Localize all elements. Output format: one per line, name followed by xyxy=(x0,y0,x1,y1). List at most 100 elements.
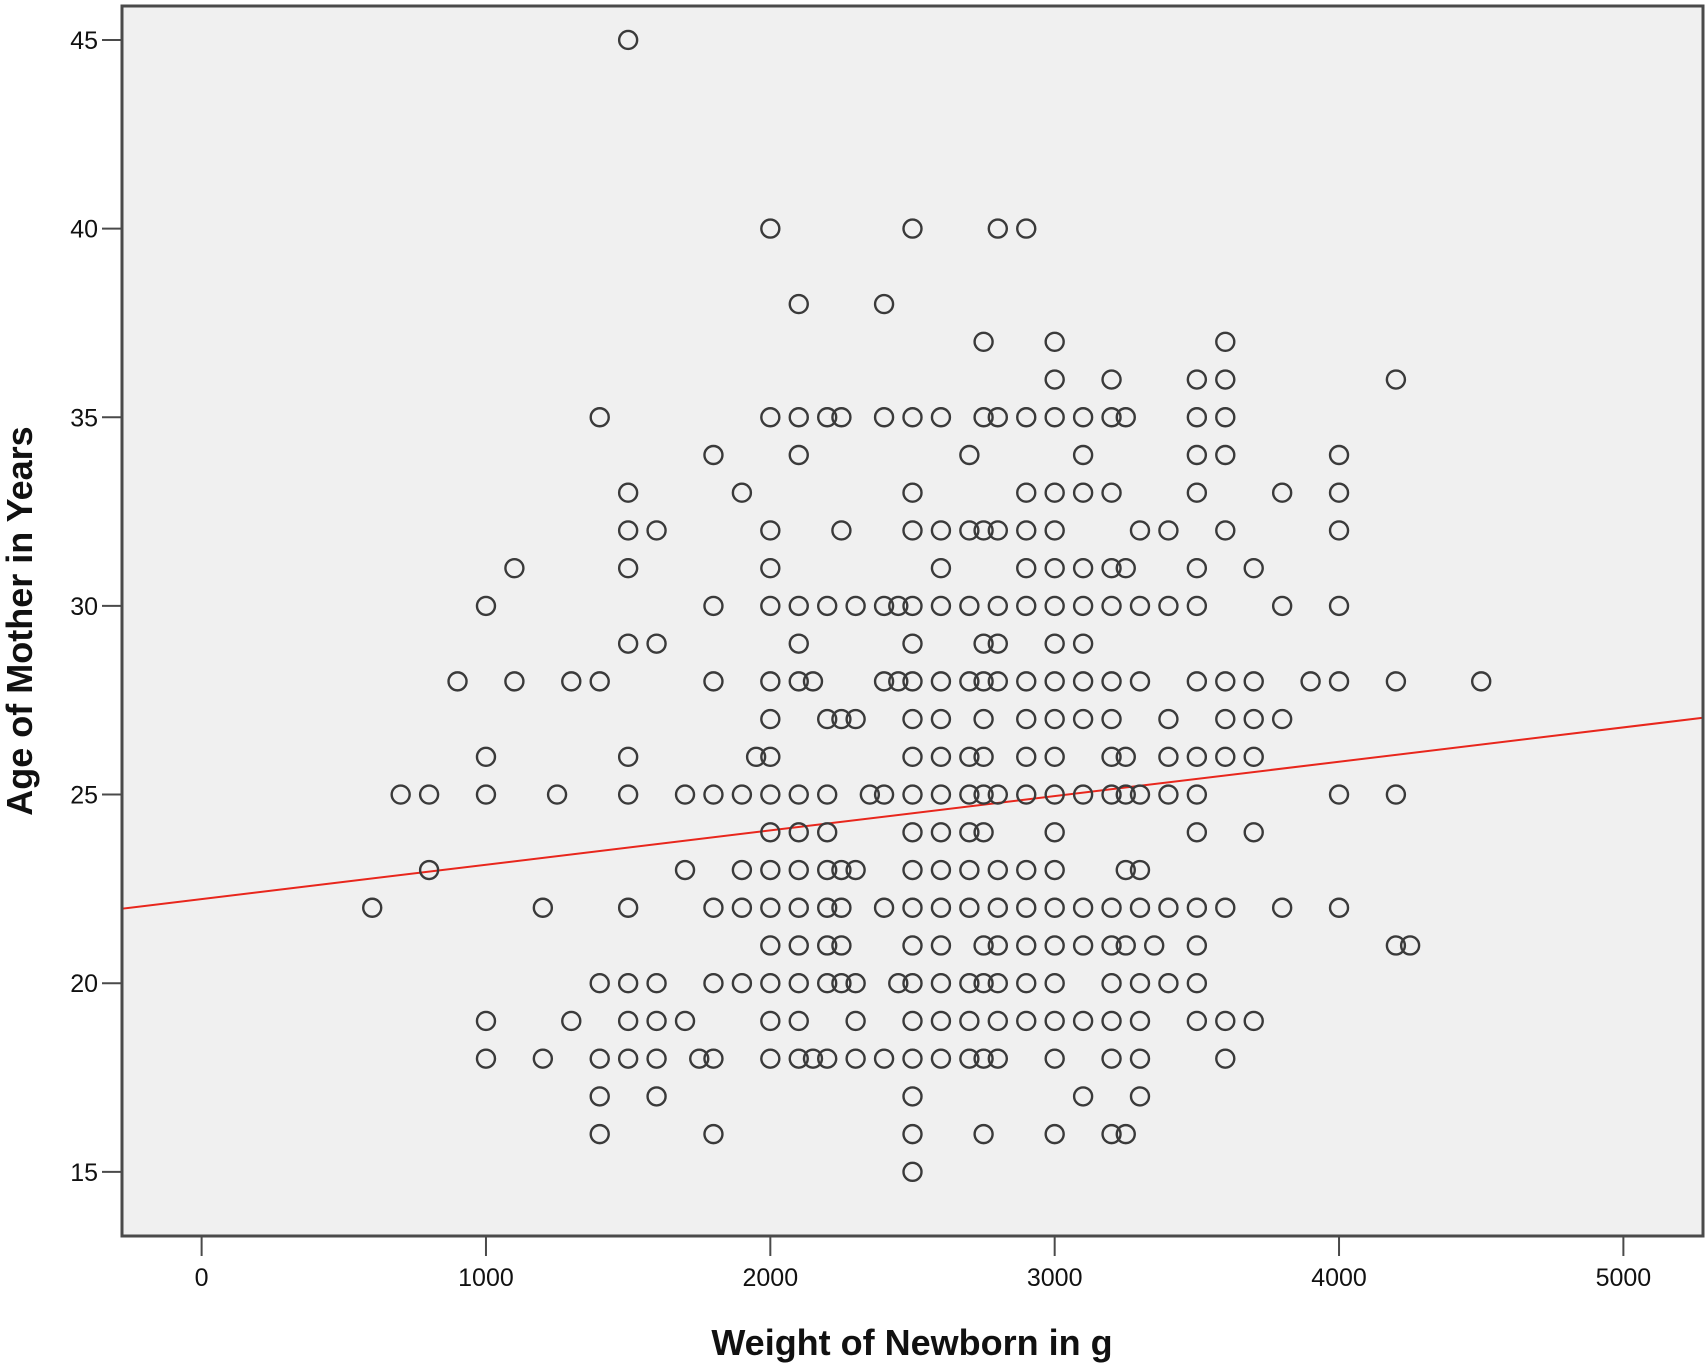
data-point xyxy=(703,1123,724,1145)
data-point xyxy=(930,1048,952,1069)
data-point xyxy=(1129,1086,1151,1107)
x-tick-label: 0 xyxy=(195,1264,209,1292)
data-point xyxy=(1101,746,1122,768)
data-point xyxy=(674,1010,696,1032)
data-point xyxy=(504,671,525,692)
data-point xyxy=(816,859,838,881)
data-point xyxy=(1016,671,1037,692)
data-point xyxy=(1016,784,1037,805)
data-point xyxy=(973,822,994,843)
data-point xyxy=(1072,784,1094,805)
data-point xyxy=(1186,595,1208,617)
data-point xyxy=(475,746,497,768)
data-point xyxy=(973,407,994,428)
data-point xyxy=(1016,482,1037,503)
data-point xyxy=(418,859,440,881)
data-point xyxy=(987,859,1009,881)
data-point xyxy=(1186,935,1208,956)
data-point xyxy=(930,520,952,541)
data-point xyxy=(1385,671,1407,692)
data-point xyxy=(973,1048,994,1069)
data-point xyxy=(1115,746,1136,768)
data-point xyxy=(845,973,866,994)
x-tick-label: 2000 xyxy=(743,1264,799,1292)
data-point xyxy=(760,822,781,843)
data-point xyxy=(1016,859,1037,881)
data-point xyxy=(959,897,980,918)
data-point xyxy=(646,1010,667,1032)
data-point xyxy=(1243,746,1264,768)
data-point xyxy=(1186,897,1208,918)
data-point xyxy=(1101,1048,1122,1069)
data-point xyxy=(731,859,753,881)
data-point xyxy=(788,973,809,994)
data-point xyxy=(987,784,1009,805)
data-point xyxy=(1143,935,1165,956)
data-point xyxy=(845,1010,866,1032)
data-point xyxy=(816,407,838,428)
data-point xyxy=(760,595,781,617)
data-point xyxy=(859,784,881,805)
data-point xyxy=(1129,520,1151,541)
data-point xyxy=(760,935,781,956)
data-point xyxy=(902,784,923,805)
data-point xyxy=(788,671,809,692)
data-point xyxy=(1158,595,1179,617)
data-point xyxy=(1044,1123,1065,1145)
data-point xyxy=(760,1010,781,1032)
data-point xyxy=(1101,935,1122,956)
data-point xyxy=(973,671,994,692)
data-point xyxy=(1399,935,1421,956)
data-point xyxy=(973,973,994,994)
data-point xyxy=(390,784,411,805)
data-point xyxy=(959,520,980,541)
data-point xyxy=(1072,482,1094,503)
data-point xyxy=(1072,557,1094,579)
data-point xyxy=(816,595,838,617)
x-axis-title: Weight of Newborn in g xyxy=(711,1322,1112,1363)
data-point xyxy=(760,746,781,768)
data-point xyxy=(1101,973,1122,994)
data-point xyxy=(930,935,952,956)
data-point xyxy=(475,784,497,805)
data-point xyxy=(1328,444,1350,466)
data-point xyxy=(1044,935,1065,956)
data-point xyxy=(1016,708,1037,730)
data-point xyxy=(1072,935,1094,956)
data-point xyxy=(1328,671,1350,692)
data-point xyxy=(703,671,724,692)
y-axis-ticks: 15 20 25 30 35 40 45 xyxy=(70,27,122,1187)
data-point xyxy=(646,520,667,541)
data-point xyxy=(973,520,994,541)
x-tick-label: 4000 xyxy=(1311,1264,1367,1292)
data-point xyxy=(1016,218,1037,239)
data-point xyxy=(1186,557,1208,579)
data-point xyxy=(760,897,781,918)
data-point xyxy=(1215,520,1236,541)
data-point xyxy=(959,595,980,617)
data-point xyxy=(646,633,667,654)
data-point xyxy=(873,595,895,617)
data-point xyxy=(959,746,980,768)
data-point xyxy=(959,973,980,994)
data-point xyxy=(902,1161,923,1183)
data-point xyxy=(816,784,838,805)
data-point xyxy=(1101,595,1122,617)
data-point xyxy=(745,746,767,768)
data-point xyxy=(689,1048,710,1069)
data-point xyxy=(731,784,753,805)
y-axis-title: Age of Mother in Years xyxy=(0,426,40,815)
x-tick-label: 5000 xyxy=(1596,1264,1652,1292)
data-point xyxy=(1044,595,1065,617)
plot-frame xyxy=(120,4,1705,1238)
data-point xyxy=(788,822,809,843)
data-point xyxy=(589,973,610,994)
data-point xyxy=(1101,407,1122,428)
data-point xyxy=(1072,1086,1094,1107)
data-point xyxy=(617,1048,639,1069)
data-point xyxy=(845,708,866,730)
data-point xyxy=(532,897,554,918)
data-point xyxy=(1158,520,1179,541)
data-point xyxy=(1271,897,1293,918)
